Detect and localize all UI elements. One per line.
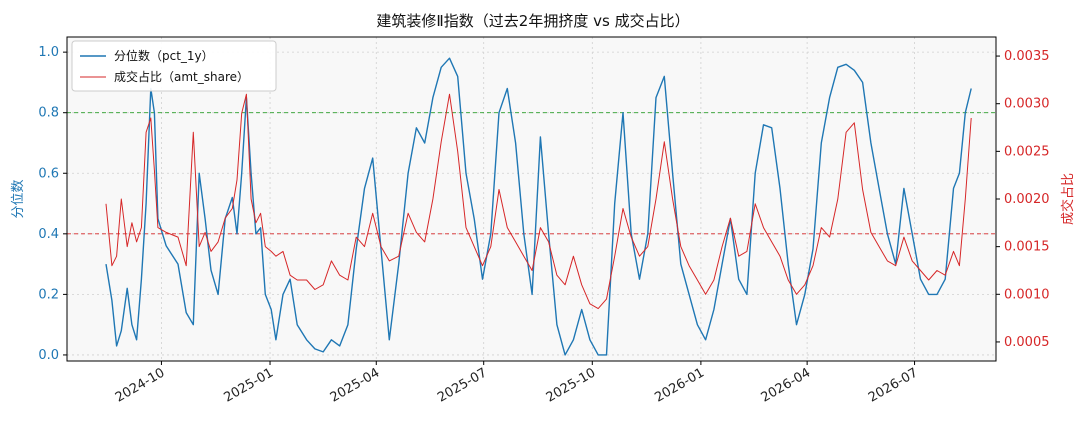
reference-lines [67,112,996,235]
left-tick-label: 0.0 [38,348,59,363]
left-axis-label: 分位数 [11,179,26,218]
x-tick-label: 2025-10 [544,365,599,405]
x-tick-label: 2024-10 [113,365,168,405]
x-tick-label: 2025-01 [221,365,276,405]
right-tick-label: 0.0015 [1004,240,1050,255]
right-tick-label: 0.0035 [1004,49,1050,64]
right-axis-ticks: 0.0005 0.0010 0.0015 0.0020 0.0025 0.0030 0.00… [996,49,1050,350]
left-tick-label: 0.6 [38,166,59,181]
series-line-pct [105,57,972,356]
x-tick-label: 2025-07 [435,365,490,405]
series-layer [105,57,972,356]
x-tick-label: 2026-01 [652,365,707,405]
x-axis-ticks: 2024-10 2025-01 2025-04 2025-07 2025-10 2026-… [113,361,921,406]
left-tick-label: 0.8 [38,106,59,121]
right-tick-label: 0.0010 [1004,287,1050,302]
right-tick-label: 0.0030 [1004,97,1050,112]
right-tick-label: 0.0025 [1004,144,1050,159]
legend-label-amt: 成交占比（amt_share） [114,69,249,84]
legend-box [71,40,277,92]
left-tick-label: 0.2 [38,287,59,302]
chart-title: 建筑装修Ⅱ指数（过去2年拥挤度 vs 成交占比） [376,12,689,30]
x-tick-label: 2026-04 [759,365,814,405]
series-line-amt [105,93,972,310]
left-tick-label: 0.4 [38,227,59,242]
legend-label-pct: 分位数（pct_1y） [114,48,214,63]
left-axis-ticks: 0.0 0.2 0.4 0.6 0.8 1.0 [38,45,67,363]
x-tick-label: 2025-04 [328,365,383,405]
right-tick-label: 0.0020 [1004,192,1050,207]
left-tick-label: 1.0 [38,45,59,60]
right-tick-label: 0.0005 [1004,335,1050,350]
x-tick-label: 2026-07 [866,365,921,405]
legend: 分位数（pct_1y） 成交占比（amt_share） [71,40,277,92]
right-axis-label: 成交占比 [1060,173,1076,225]
